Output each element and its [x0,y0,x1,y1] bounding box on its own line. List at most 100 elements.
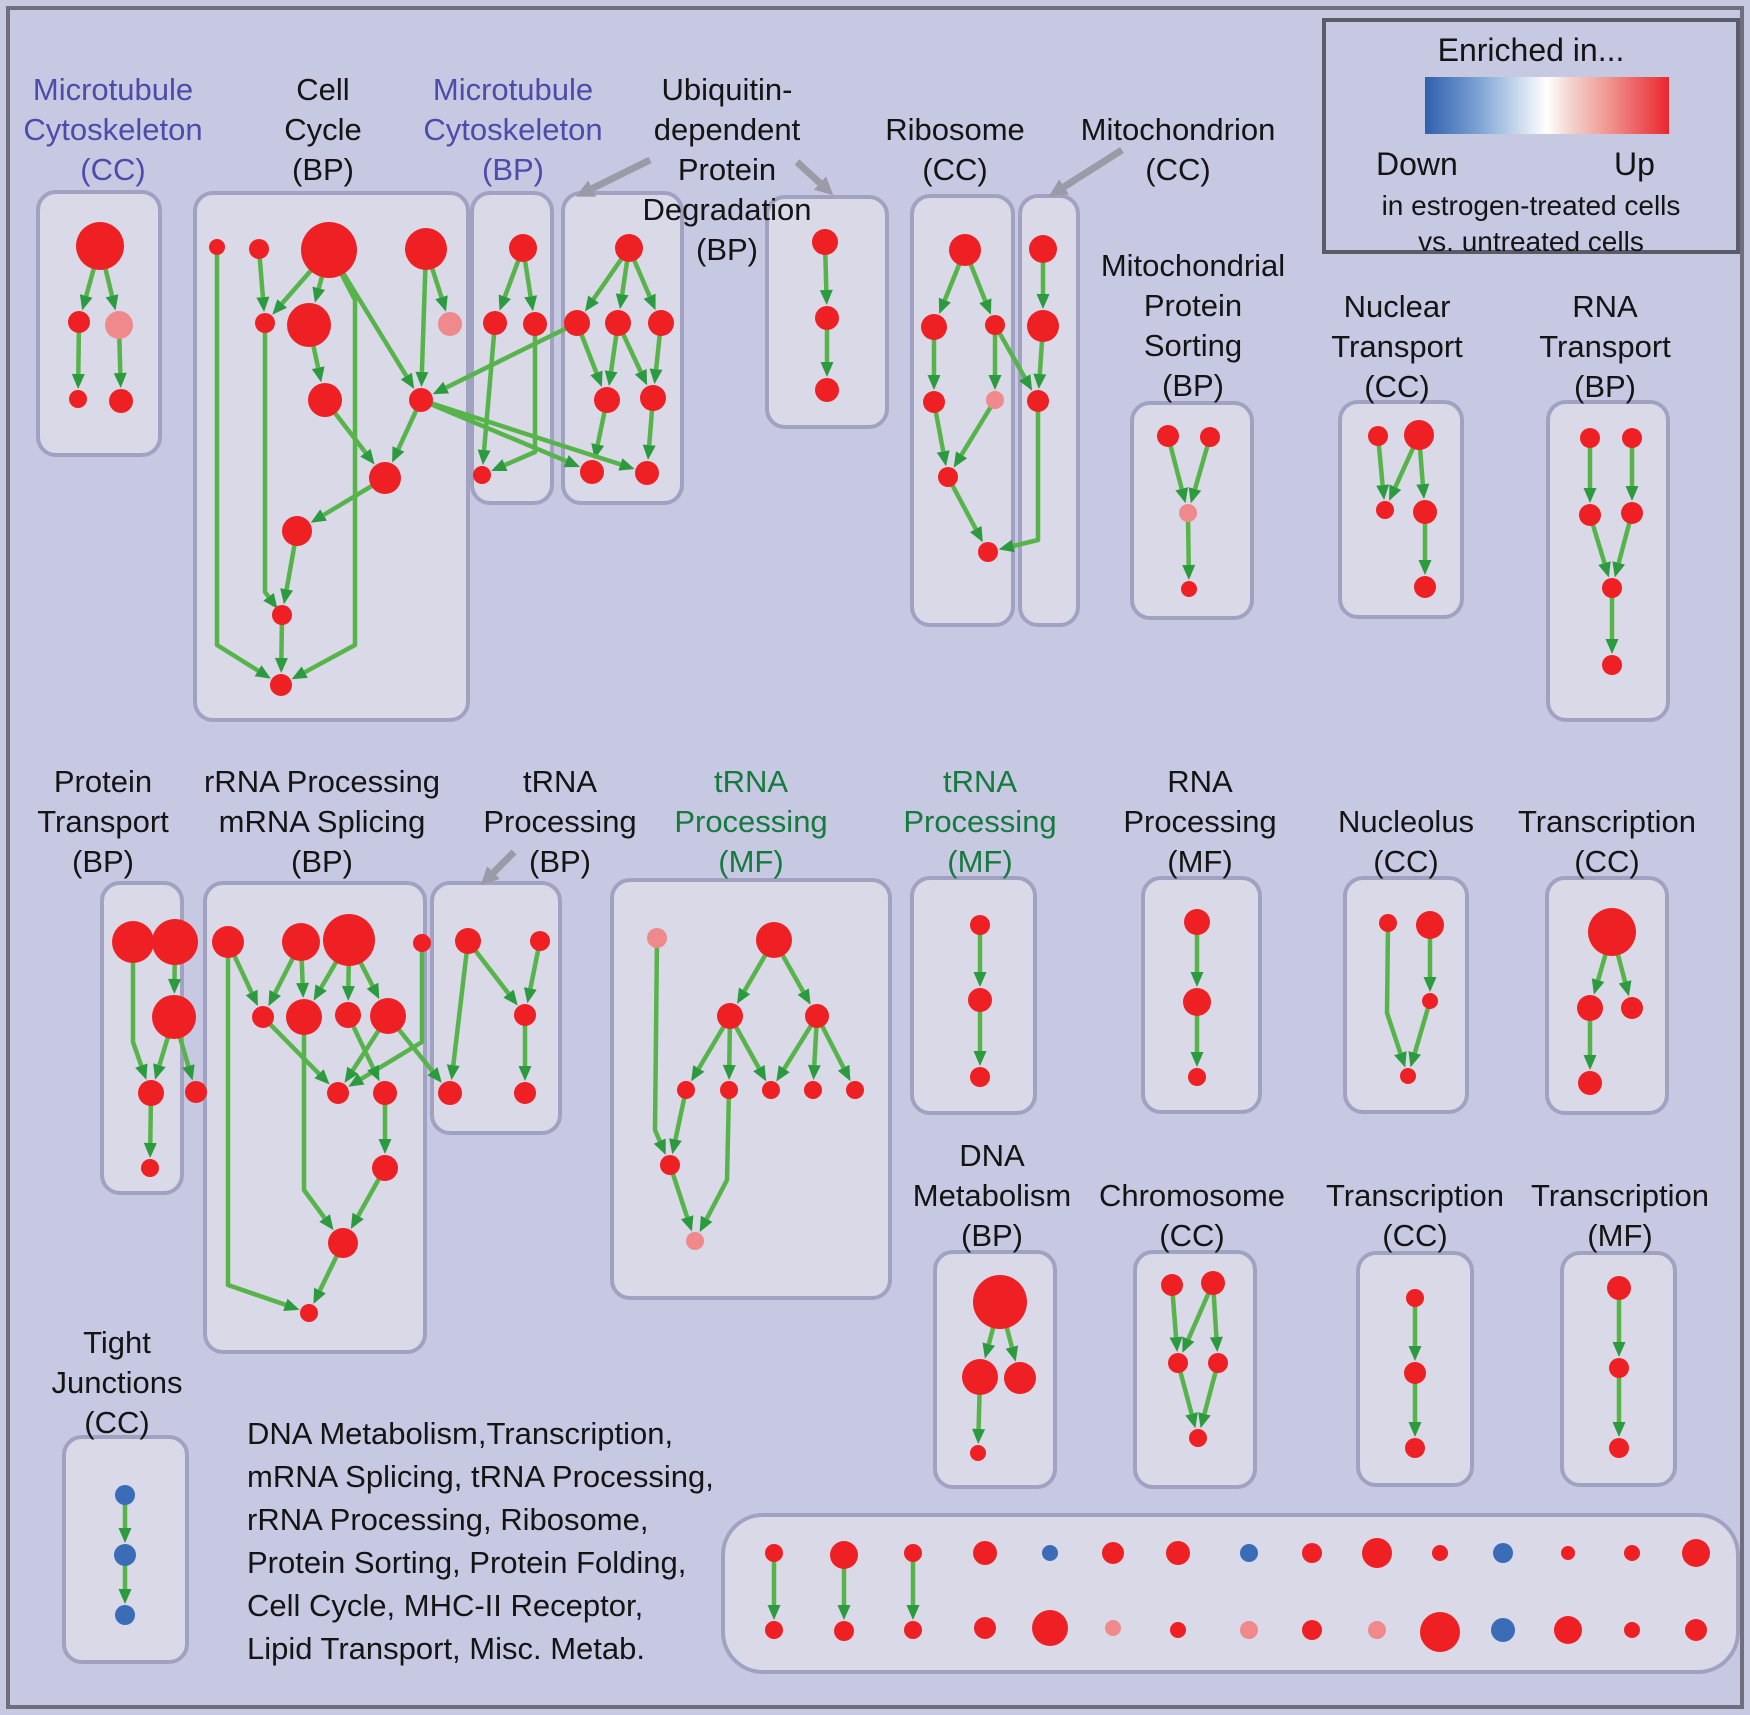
edge-ubiquitin-degradation-bp-arrowhead [604,370,618,387]
go-term-node [1400,1068,1416,1084]
edge-ribosome-cc [959,398,997,456]
go-term-node [762,1081,780,1099]
edge-ribosome-cc-arrowhead [988,375,1002,390]
cross-edge [445,320,578,390]
edge-nucleolus-cc [1412,1000,1433,1054]
go-term-node [272,605,292,625]
go-term-node [1004,1362,1036,1394]
go-term-node [138,1080,164,1106]
go-term-node [405,228,447,270]
edge-ribosome-cc-arrowhead [938,297,951,314]
go-term-node [286,999,322,1035]
edge-trna-processing-mf-arrowhead [681,1215,694,1232]
go-term-node [1621,502,1643,524]
cluster-box-microtubule-cytoskeleton-cc [36,190,162,457]
edge-trna-processing-bp-arrowhead [446,1064,460,1081]
go-term-node [287,303,331,347]
edge-cell-cycle-bp-arrowhead [310,509,327,523]
go-term-node [1208,1353,1228,1373]
go-term-node [985,315,1005,335]
go-term-node [249,239,269,259]
edge-mitochondrial-protein-sorting-bp-arrowhead [1182,564,1196,580]
edge-transcription-cc-2-arrowhead [1408,1422,1422,1437]
callout-ubiquitin-right-arrowhead [813,176,834,196]
edge-rrna-processing-mrna-splicing-bp-arrowhead [268,990,281,1007]
edge-rrna-processing-mrna-splicing-bp-arrowhead [344,1066,359,1083]
edge-nuclear-transport-cc-arrowhead [1416,483,1430,499]
go-term-node [1379,914,1397,932]
go-term-node [1579,504,1601,526]
cross-edge [420,397,568,464]
callout-mitochondrion-arrowhead [1048,179,1069,197]
go-term-node [640,385,666,411]
edge-trna-processing-mf-arrowhead [691,1065,705,1082]
go-term-node [660,1155,680,1175]
go-term-node [1368,426,1388,446]
go-term-node [413,934,431,952]
go-term-node [185,1081,207,1103]
cross-edge-arrowhead [432,381,449,395]
edge-protein-transport-bp-arrowhead [153,1063,166,1080]
go-term-node [68,311,90,333]
go-term-node [438,1081,462,1105]
go-term-node [1168,1353,1188,1373]
edge-microtubule-cytoskeleton-bp-arrowhead [491,459,508,471]
edge-ubiquitin-degradation-bp-arrowhead [649,368,663,385]
edge-rrna-processing-mrna-splicing-bp-arrowhead [366,982,380,1000]
go-term-node [815,306,839,330]
go-term-node [373,1081,397,1105]
go-term-node [335,1002,361,1028]
edge-cell-cycle-bp-arrowhead [272,299,287,315]
go-term-node [327,1082,349,1104]
go-term-node [1602,655,1622,675]
edge-rrna-processing-mrna-splicing-bp-arrowhead [313,1287,326,1304]
go-term-node [805,1004,829,1028]
edge-cell-cycle-bp-arrowhead [311,366,325,383]
cross-edge-arrowhead [618,458,635,471]
edge-rrna-processing-mrna-splicing-bp-arrowhead [313,984,327,1001]
cluster-box-microtubule-cytoskeleton-bp [470,191,554,505]
edge-trna-processing-bp [451,940,471,1066]
go-term-node [1406,1289,1424,1307]
go-term-node [970,915,990,935]
go-term-node [1362,1538,1392,1568]
edge-trna-processing-bp-arrowhead [503,989,518,1006]
go-term-node [1405,1438,1425,1458]
edge-rrna-processing-mrna-splicing-bp-arrowhead [367,1064,380,1082]
edge-protein-transport-bp-arrowhead [135,1063,148,1080]
go-term-node [1621,997,1643,1019]
edge-rna-processing-mf-arrowhead [1190,1052,1204,1067]
go-term-node [812,229,838,255]
edge-cell-cycle-bp [214,247,260,673]
go-term-node [282,923,320,961]
edge-microtubule-cytoskeleton-bp [504,324,538,468]
go-term-node [1577,995,1603,1021]
edge-misc-strip-arrowhead [906,1605,920,1620]
go-term-node [1183,988,1211,1016]
go-term-node [1554,1616,1582,1644]
go-term-node [1414,576,1436,598]
edge-ubiquitin-degradation-bp-arrowhead [642,444,656,460]
edge-misc-strip-arrowhead [767,1605,781,1620]
edge-ribosome-cc-arrowhead [979,298,992,315]
edge-cell-cycle-bp-arrowhead [392,446,405,463]
edge-rrna-processing-mrna-splicing-bp [301,1017,327,1220]
edge-transcription-cc-arrowhead [1618,980,1632,997]
go-term-node [765,1621,783,1639]
go-term-node [115,1605,135,1625]
go-term-node [1189,1429,1207,1447]
edge-microtubule-cytoskeleton-bp-arrowhead [524,295,538,312]
edge-cell-cycle-bp-arrowhead [263,593,278,609]
edge-dna-metabolism-bp-arrowhead [982,1342,995,1359]
edge-ubiquitin-degradation-bp-2-arrowhead [819,289,833,305]
go-term-node [455,928,481,954]
go-term-node [270,674,292,696]
go-term-node [615,234,643,262]
misc-clusters-note: DNA Metabolism,Transcription, mRNA Splic… [247,1416,714,1666]
cluster-box-rna-transport-bp [1546,400,1670,722]
edge-nucleolus-cc-arrowhead [1423,977,1437,992]
edge-nucleolus-cc [1384,922,1403,1054]
go-term-node [717,1003,743,1029]
edge-mitochondrial-protein-sorting-bp-arrowhead [1188,487,1202,504]
edge-mitochondrion-cc-arrowhead [1033,373,1047,389]
